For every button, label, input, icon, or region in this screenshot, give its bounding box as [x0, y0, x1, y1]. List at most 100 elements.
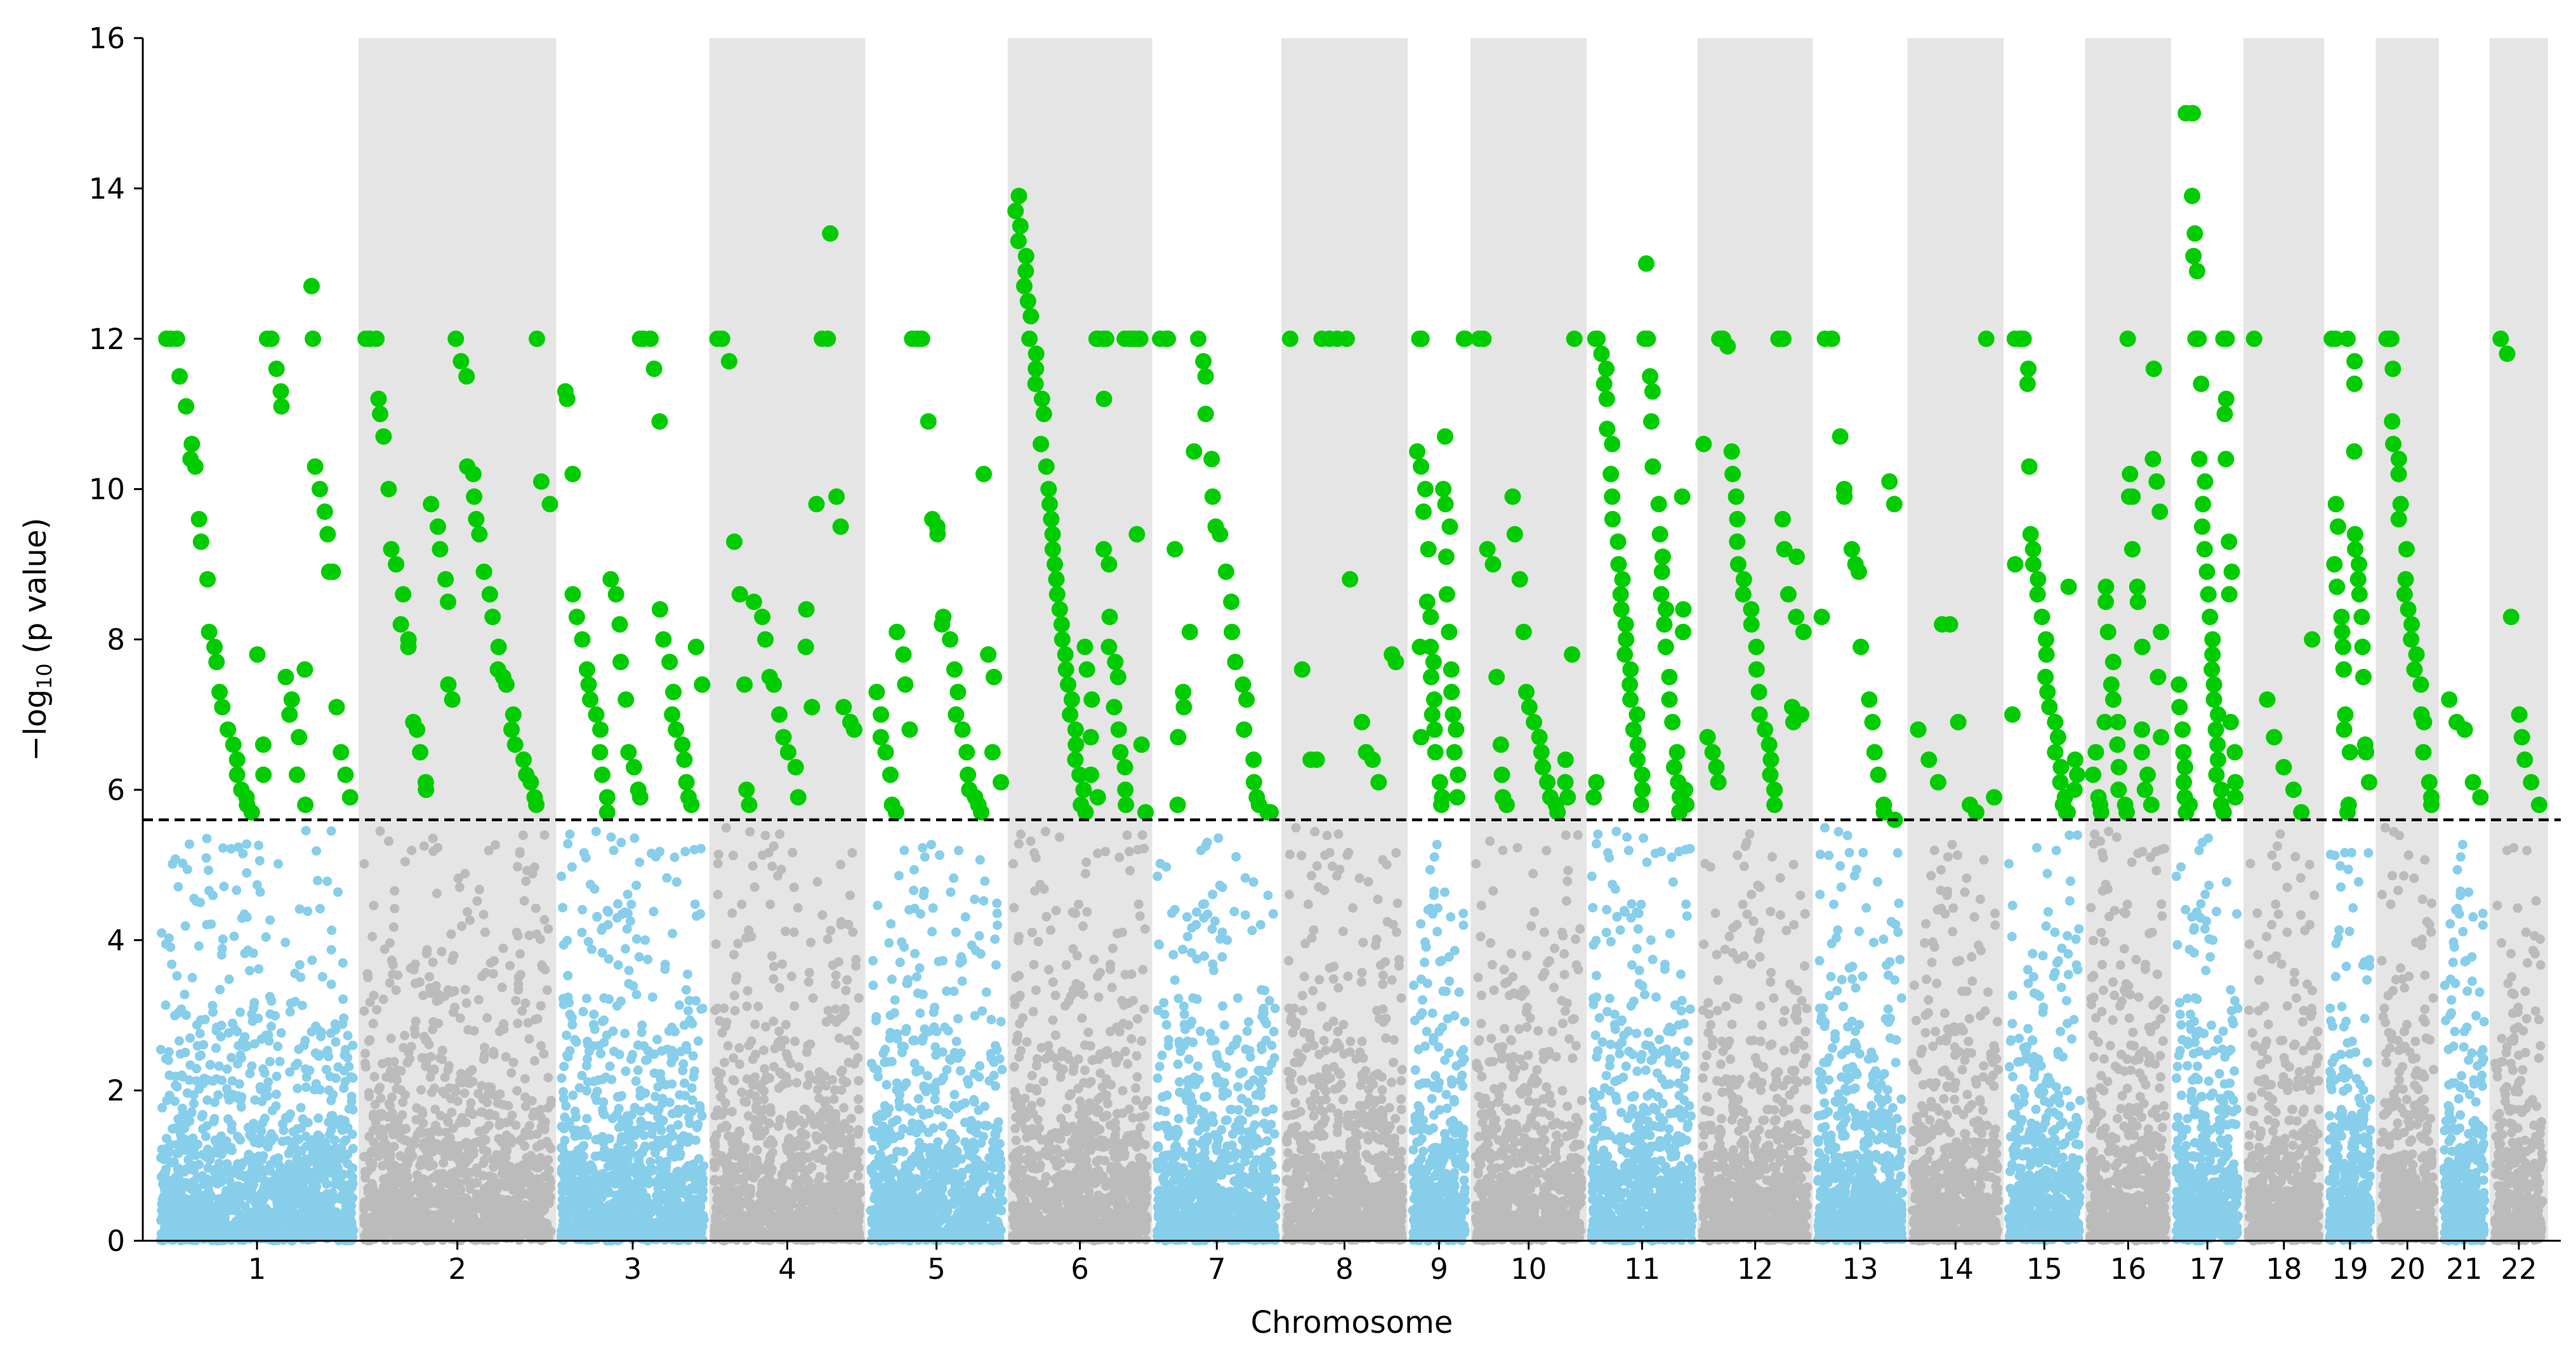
point-nonsignificant [620, 1028, 630, 1038]
nonsignificant-points [155, 823, 2547, 1246]
point-nonsignificant [769, 1062, 779, 1072]
point-nonsignificant [322, 1151, 333, 1161]
point-nonsignificant [385, 938, 395, 948]
point-nonsignificant [375, 826, 385, 836]
point-nonsignificant [440, 1089, 450, 1099]
point-nonsignificant [443, 985, 453, 995]
point-nonsignificant [317, 972, 327, 982]
point-nonsignificant [255, 1082, 265, 1092]
point-nonsignificant [668, 1191, 678, 1201]
point-nonsignificant [201, 1132, 211, 1142]
point-nonsignificant [946, 887, 956, 897]
point-nonsignificant [347, 1163, 357, 1173]
point-nonsignificant [590, 1231, 600, 1240]
point-nonsignificant [250, 1095, 260, 1105]
point-nonsignificant [180, 1204, 190, 1214]
point-nonsignificant [261, 932, 271, 942]
point-nonsignificant [713, 849, 723, 859]
point-nonsignificant [221, 1167, 231, 1177]
point-nonsignificant [434, 1127, 444, 1137]
point-nonsignificant [563, 970, 573, 981]
point-nonsignificant [384, 836, 393, 846]
point-nonsignificant [722, 1017, 732, 1028]
point-nonsignificant [828, 960, 838, 970]
point-nonsignificant [680, 847, 690, 857]
point-nonsignificant [599, 1037, 609, 1047]
point-nonsignificant [484, 845, 494, 856]
point-nonsignificant [226, 1053, 236, 1062]
point-nonsignificant [347, 1129, 357, 1139]
point-nonsignificant [746, 1199, 756, 1209]
point-nonsignificant [624, 1229, 634, 1239]
point-nonsignificant [300, 1064, 310, 1074]
point-nonsignificant [584, 1047, 594, 1056]
point-nonsignificant [489, 1050, 499, 1060]
point-nonsignificant [567, 862, 577, 872]
point-nonsignificant [803, 977, 814, 987]
point-nonsignificant [211, 1172, 221, 1182]
point-nonsignificant [312, 1156, 322, 1166]
point-nonsignificant [579, 1124, 590, 1134]
point-nonsignificant [539, 830, 550, 840]
point-nonsignificant [367, 1179, 377, 1189]
point-nonsignificant [273, 859, 283, 869]
point-nonsignificant [346, 1072, 356, 1082]
point-nonsignificant [462, 1176, 472, 1186]
point-nonsignificant [826, 1201, 836, 1212]
point-nonsignificant [543, 924, 553, 934]
point-nonsignificant [750, 1049, 760, 1059]
point-nonsignificant [456, 1234, 466, 1244]
point-nonsignificant [437, 1170, 447, 1180]
point-nonsignificant [290, 969, 300, 979]
point-nonsignificant [248, 1133, 258, 1143]
point-nonsignificant [574, 1083, 585, 1093]
point-nonsignificant [826, 1164, 835, 1174]
point-nonsignificant [627, 1203, 637, 1213]
point-nonsignificant [465, 1106, 475, 1116]
point-nonsignificant [949, 873, 959, 883]
point-nonsignificant [498, 943, 508, 953]
point-nonsignificant [449, 951, 459, 961]
point-nonsignificant [267, 1106, 277, 1116]
point-nonsignificant [171, 1172, 181, 1182]
point-nonsignificant [189, 1181, 199, 1191]
point-nonsignificant [693, 1036, 703, 1046]
point-nonsignificant [613, 1142, 623, 1152]
point-nonsignificant [230, 1188, 241, 1198]
point-nonsignificant [184, 1075, 194, 1085]
point-nonsignificant [664, 1026, 674, 1036]
point-nonsignificant [774, 1121, 783, 1131]
point-nonsignificant [623, 889, 633, 899]
point-nonsignificant [693, 1120, 703, 1130]
point-nonsignificant [294, 960, 305, 970]
point-nonsignificant [655, 1190, 665, 1200]
point-nonsignificant [760, 831, 770, 840]
point-nonsignificant [581, 1174, 591, 1184]
point-nonsignificant [430, 1104, 440, 1114]
point-nonsignificant [605, 1153, 614, 1163]
point-nonsignificant [421, 949, 432, 959]
point-nonsignificant [543, 1193, 553, 1203]
point-nonsignificant [334, 1168, 344, 1178]
point-nonsignificant [582, 1114, 592, 1123]
point-nonsignificant [214, 1158, 224, 1168]
point-nonsignificant [197, 1112, 207, 1122]
point-nonsignificant [592, 1087, 602, 1097]
point-nonsignificant [642, 1165, 652, 1175]
point-nonsignificant [362, 1213, 372, 1223]
point-nonsignificant [331, 1021, 341, 1031]
point-nonsignificant [450, 1002, 460, 1012]
point-nonsignificant [731, 1162, 741, 1172]
point-nonsignificant [171, 1148, 182, 1158]
point-nonsignificant [242, 839, 252, 849]
point-nonsignificant [831, 979, 841, 989]
point-nonsignificant [433, 1019, 444, 1028]
point-nonsignificant [790, 1036, 800, 1047]
point-nonsignificant [826, 1014, 836, 1024]
point-nonsignificant [258, 1064, 268, 1074]
point-nonsignificant [534, 1161, 544, 1171]
point-nonsignificant [774, 983, 784, 993]
point-nonsignificant [235, 1007, 245, 1017]
point-nonsignificant [204, 865, 213, 875]
point-nonsignificant [531, 903, 541, 913]
